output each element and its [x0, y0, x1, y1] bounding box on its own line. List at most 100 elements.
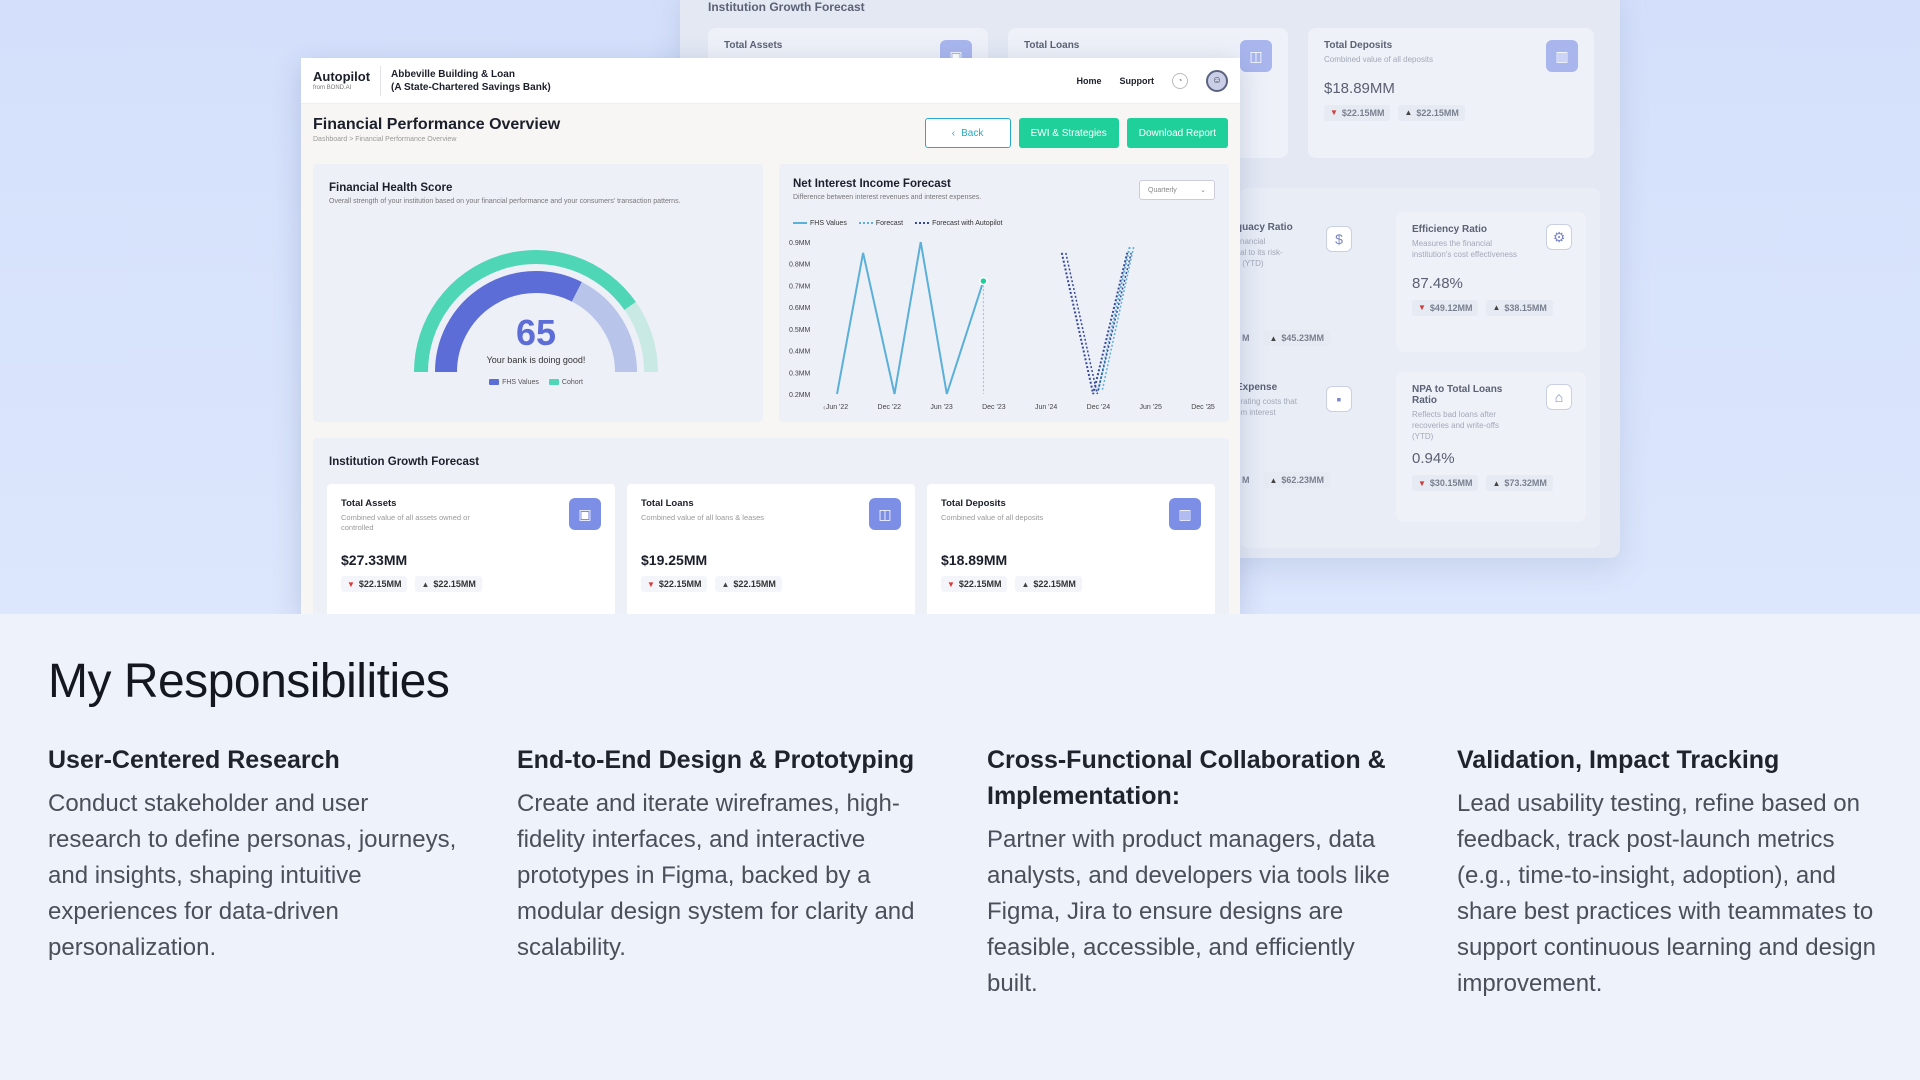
page-title: Financial Performance Overview	[313, 116, 561, 133]
series-line-forecast-shadow	[1101, 246, 1135, 390]
nii-forecast-panel: Net Interest Income Forecast Difference …	[779, 164, 1229, 422]
panel-title: Net Interest Income Forecast	[793, 178, 951, 190]
responsibility-body: Lead usability testing, refine based on …	[1457, 790, 1876, 997]
bank-name: Abbeville Building & Loan (A State-Charte…	[391, 68, 551, 93]
bg-ratio-expense: Expense erating costs that om interest M…	[1220, 370, 1352, 510]
brand-logo[interactable]: Autopilot from BOND.AI	[313, 69, 371, 91]
bg-down-chip: ▼ $49.12MM	[1412, 299, 1479, 316]
up-chip: ▲ $22.15MM	[715, 576, 782, 592]
gauge-fhs-rest	[571, 282, 637, 373]
card-title: Total Deposits	[941, 498, 1006, 509]
bg-ratio-subtitle: financial ital to its risk- s (YTD)	[1236, 237, 1283, 268]
back-button[interactable]: ‹ Back	[924, 118, 1011, 148]
legend-forecast-autopilot: Forecast with Autopilot	[915, 220, 1003, 227]
bg-down-chip: ▼ $30.15MM	[1412, 475, 1479, 492]
nav-support[interactable]: Support	[1119, 75, 1155, 86]
bg-up-chip: ▲ $45.23MM	[1263, 330, 1330, 346]
bg-efficiency-icon: ⚙	[1546, 224, 1572, 250]
bg-ratio-title: NPA to Total Loans Ratio	[1412, 384, 1503, 406]
bell-icon[interactable]: ◔	[1172, 72, 1188, 89]
bg-ratio-efficiency: Efficiency Ratio Measures the financial …	[1396, 212, 1586, 352]
bg-deposits-icon: ▥	[1546, 40, 1578, 72]
bg-adequacy-icon: $	[1326, 226, 1352, 252]
health-message: Your bank is doing good!	[486, 355, 586, 365]
chevron-down-icon: ⌄	[1200, 187, 1206, 194]
legend-cohort: Cohort	[548, 379, 583, 386]
card-subtitle: Combined value of all assets owned or co…	[341, 513, 470, 532]
top-bar: Autopilot from BOND.AI Abbeville Building…	[301, 58, 1240, 104]
bg-down-chip: M	[1242, 475, 1250, 485]
bank-icon: ⌂	[1546, 384, 1572, 410]
bg-card-subtitle: Combined value of all deposits	[1324, 55, 1433, 64]
breadcrumb[interactable]: Dashboard > Financial Performance Overvi…	[313, 136, 457, 143]
legend-fhs-values: FHS Values	[793, 220, 847, 227]
card-total-deposits[interactable]: Total Deposits Combined value of all dep…	[927, 484, 1215, 614]
avatar[interactable]: ☺	[1206, 69, 1228, 92]
responsibilities-section: My Responsibilities User-Centered Resear…	[0, 614, 1920, 1080]
bg-card-title: Total Loans	[1024, 40, 1080, 51]
gauge-cohort-rest	[624, 301, 659, 373]
bg-ratio-subtitle: Reflects bad loans after recoveries and …	[1412, 410, 1499, 441]
nav-home[interactable]: Home	[1076, 75, 1102, 86]
series-line-forecast-with-autopilot-shadow	[1065, 252, 1132, 395]
card-total-loans[interactable]: Total Loans Combined value of all loans …	[627, 484, 915, 614]
responsibility-design: End-to-End Design & Prototyping Create a…	[517, 742, 937, 966]
bg-expense-icon: ▪	[1326, 386, 1352, 412]
up-chip: ▲ $22.15MM	[415, 576, 482, 592]
hero-showcase: Institution Growth Forecast Total Assets…	[0, 0, 1920, 614]
card-total-assets[interactable]: Total Assets Combined value of all asset…	[327, 484, 615, 614]
brand-sub: from BOND.AI	[313, 85, 352, 91]
x-tick-label: Jun '25	[1140, 404, 1162, 411]
bg-ratio-value: 0.94%	[1412, 450, 1455, 468]
section-heading: My Responsibilities	[48, 655, 450, 708]
up-arrow-icon: ▲	[421, 579, 430, 589]
y-tick-label: 0.8MM	[789, 262, 811, 269]
dashboard-screen: Autopilot from BOND.AI Abbeville Building…	[301, 58, 1240, 614]
gauge-cohort-arc	[414, 250, 636, 373]
health-score: 65	[515, 312, 557, 353]
down-chip: ▼ $22.15MM	[641, 576, 708, 592]
responsibility-body: Conduct stakeholder and user research to…	[48, 790, 457, 961]
up-arrow-icon: ▲	[721, 579, 730, 589]
bg-ratio-npa: NPA to Total Loans Ratio Reflects bad lo…	[1396, 372, 1586, 522]
up-chip: ▲ $22.15MM	[1015, 576, 1082, 592]
panel-title: Institution Growth Forecast	[329, 456, 480, 468]
divider	[380, 65, 382, 96]
top-nav: Home Support ◔ ☺	[1076, 69, 1228, 92]
bg-down-chip: ▼ $22.15MM	[1324, 104, 1391, 121]
series-line-forecast	[1097, 246, 1131, 390]
y-tick-label: 0.2MM	[789, 392, 811, 399]
card-title: Total Loans	[641, 498, 694, 509]
bg-ratio-value: 87.48%	[1412, 274, 1463, 292]
nii-line-chart: 0.9MM 0.8MM 0.7MM 0.6MM 0.5MM 0.4MM 0.3MM 0.2MM…	[789, 240, 1215, 412]
bg-ratio-subtitle: Measures the financial institution's cos…	[1412, 239, 1517, 259]
bg-card-title: Total Deposits	[1324, 40, 1393, 51]
down-chip: ▼ $22.15MM	[941, 576, 1008, 592]
bg-section-title: Institution Growth Forecast	[708, 0, 865, 14]
bg-up-chip: ▲ $73.32MM	[1486, 475, 1553, 492]
y-tick-label: 0.3MM	[789, 370, 811, 377]
bg-ratio-title: Expense	[1236, 382, 1278, 393]
bg-card-total-deposits: Total Deposits Combined value of all dep…	[1308, 28, 1594, 158]
responsibility-title: End-to-End Design & Prototyping	[517, 746, 915, 774]
responsibility-collaboration: Cross-Functional Collaboration & Impleme…	[987, 742, 1407, 1002]
x-tick-label: Jun '24	[1035, 404, 1057, 411]
legend-fhs: FHS Values	[489, 379, 539, 386]
responsibility-title: Cross-Functional Collaboration & Impleme…	[987, 746, 1386, 810]
down-arrow-icon: ▼	[647, 579, 655, 589]
responsibility-body: Partner with product managers, data anal…	[987, 826, 1390, 997]
bg-ratio-title: quacy Ratio	[1236, 222, 1293, 233]
chevron-left-icon: ‹	[951, 127, 956, 139]
panel-subtitle: Overall strength of your institution bas…	[329, 198, 681, 205]
ewi-strategies-button[interactable]: EWI & Strategies	[1018, 118, 1119, 148]
health-gauge: 65 Your bank is doing good! FHS Values C…	[411, 244, 661, 386]
card-value: $27.33MM	[341, 552, 408, 568]
down-arrow-icon: ▼	[947, 579, 955, 589]
bg-up-chip: ▲ $38.15MM	[1486, 299, 1553, 316]
responsibility-title: Validation, Impact Tracking	[1457, 746, 1780, 774]
bg-up-chip: ▲ $62.23MM	[1263, 472, 1330, 488]
bg-ratio-subtitle: erating costs that om interest	[1236, 397, 1297, 417]
download-report-button[interactable]: Download Report	[1126, 118, 1228, 148]
x-tick-label: Dec '23	[982, 404, 1006, 411]
period-select[interactable]: Quarterly ⌄	[1139, 180, 1215, 200]
